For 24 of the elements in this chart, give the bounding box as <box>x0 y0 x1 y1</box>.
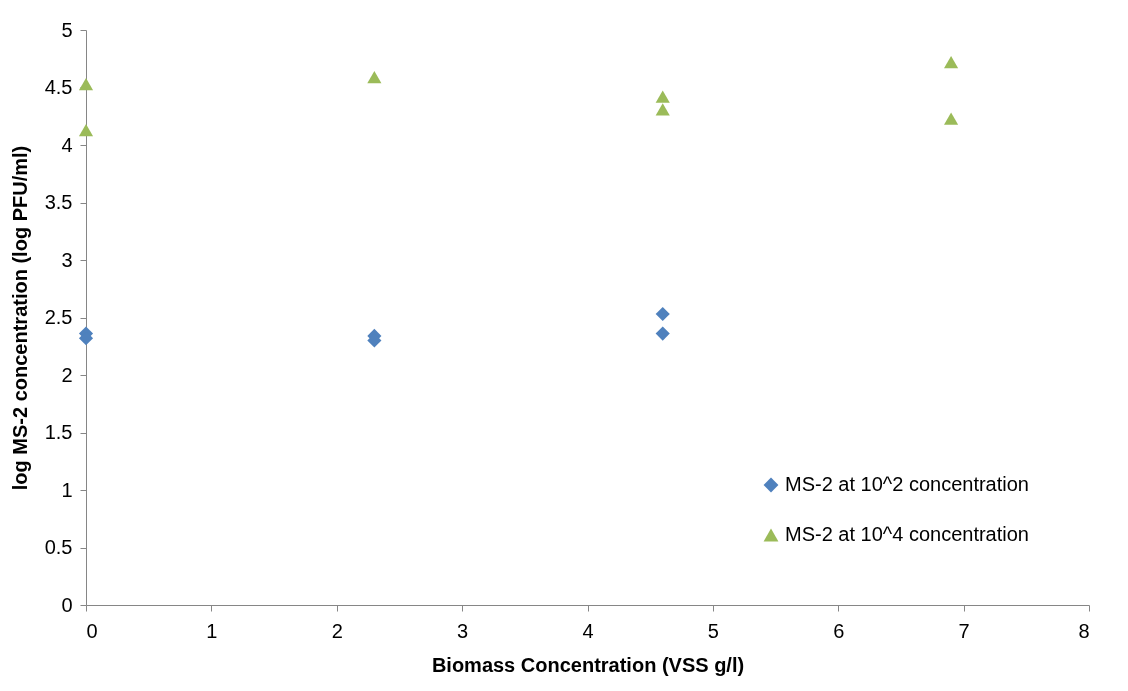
y-tick-label: 4 <box>61 133 73 156</box>
y-tick-label: 1.5 <box>44 421 73 443</box>
y-axis-title: log MS-2 concentration (log PFU/ml) <box>8 145 31 491</box>
x-tick-label: 2 <box>331 619 343 642</box>
x-tick-label: 3 <box>457 619 469 642</box>
y-tick-label: 5 <box>61 18 73 41</box>
y-tick-label: 4.5 <box>44 76 73 98</box>
x-tick-label: 7 <box>958 619 970 642</box>
y-tick-label: 3.5 <box>44 191 73 213</box>
x-tick-label: 4 <box>582 619 594 642</box>
y-tick-label: 2 <box>61 363 73 386</box>
y-tick-label: 2.5 <box>44 306 73 328</box>
y-tick-label: 3 <box>61 248 73 271</box>
x-tick-label: 1 <box>206 619 218 642</box>
y-tick-label: 0.5 <box>44 536 73 558</box>
x-tick-label: 5 <box>707 619 719 642</box>
x-axis-title: Biomass Concentration (VSS g/l) <box>431 653 745 676</box>
x-tick-label: 0 <box>86 619 98 642</box>
y-tick-label: 0 <box>61 593 73 616</box>
x-tick-label: 6 <box>833 619 845 642</box>
legend-label: MS-2 at 10^2 concentration <box>785 473 1029 495</box>
legend-label: MS-2 at 10^4 concentration <box>785 523 1029 545</box>
y-tick-label: 1 <box>61 478 73 501</box>
x-tick-label: 8 <box>1078 619 1090 642</box>
